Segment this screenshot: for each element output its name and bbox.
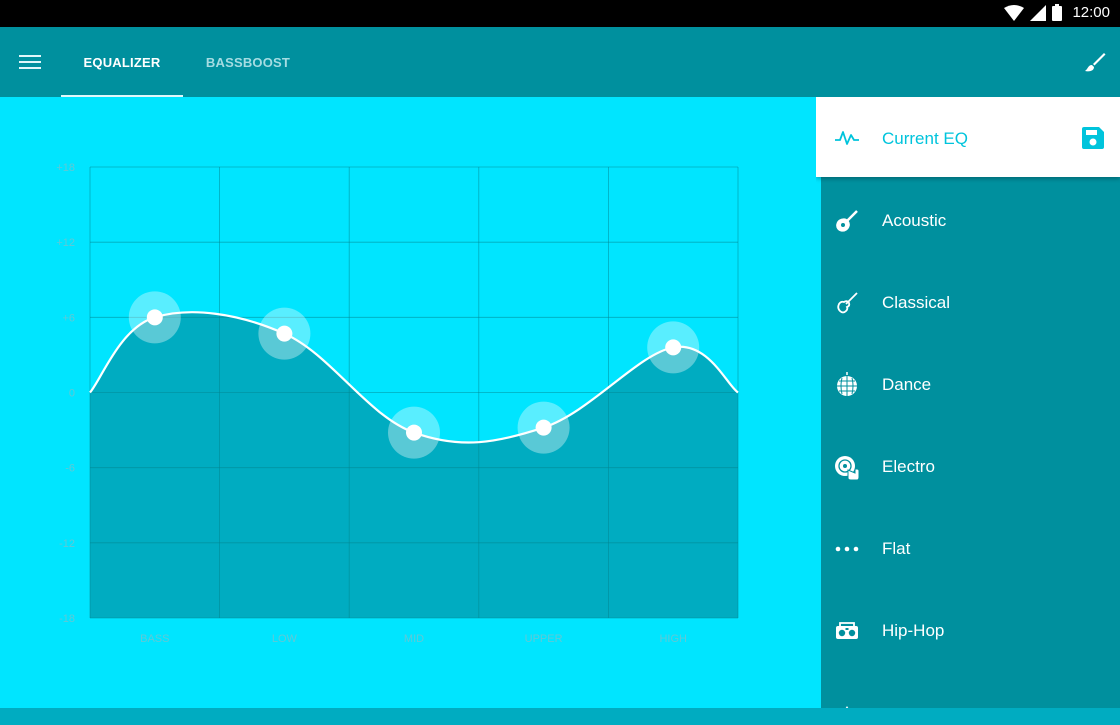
signal-icon	[1030, 4, 1047, 21]
band-handle-knob[interactable]	[535, 419, 552, 436]
paint-brush-icon[interactable]	[1082, 51, 1106, 75]
tab-equalizer-label: EQUALIZER	[83, 54, 161, 70]
preset-item-flat[interactable]: Flat	[816, 507, 1120, 589]
preset-label: Dance	[882, 375, 932, 394]
disco-ball-icon	[837, 372, 857, 396]
y-tick-label: -12	[59, 538, 75, 550]
preset-icon	[845, 706, 849, 708]
current-eq-label: Current EQ	[882, 129, 968, 148]
status-time: 12:00	[1072, 4, 1110, 21]
preset-label: Classical	[882, 293, 951, 312]
save-icon[interactable]	[1082, 127, 1104, 149]
band-label: LOW	[272, 633, 298, 645]
preset-item-classical[interactable]: Classical	[816, 261, 1120, 343]
boombox-icon	[836, 622, 858, 639]
app-toolbar: EQUALIZER BASSBOOST	[0, 27, 1120, 97]
preset-item-partial[interactable]	[816, 671, 1120, 708]
tab-equalizer[interactable]: EQUALIZER	[61, 27, 183, 97]
battery-icon	[1052, 4, 1063, 21]
violin-icon	[837, 292, 858, 314]
band-handle-knob[interactable]	[665, 339, 682, 356]
y-tick-label: -18	[59, 613, 75, 625]
y-tick-label: 0	[69, 388, 75, 400]
equalizer-graph-area: +18 +12 +6 0 -6 -12 -18 BASS LOW MID UPPER HIGH	[0, 97, 816, 708]
equalizer-chart[interactable]: +18 +12 +6 0 -6 -12 -18 BASS LOW MID UPPER HIGH	[0, 97, 816, 708]
band-label: UPPER	[525, 633, 563, 645]
y-tick-label: -6	[65, 463, 75, 475]
y-tick-label: +18	[56, 162, 75, 174]
preset-item-hip-hop[interactable]: Hip-Hop	[816, 589, 1120, 671]
curve-fill	[90, 312, 738, 618]
preset-label: Hip-Hop	[882, 621, 945, 640]
turntable-icon	[835, 456, 860, 480]
preset-item-dance[interactable]: Dance	[816, 343, 1120, 425]
band-handle-knob[interactable]	[406, 424, 422, 441]
preset-label: Electro	[882, 457, 935, 476]
menu-icon[interactable]	[19, 51, 43, 73]
acoustic-guitar-icon	[836, 210, 858, 232]
status-bar: 12:00	[0, 0, 1120, 27]
waveform-icon	[835, 131, 859, 145]
band-label: BASS	[140, 633, 169, 645]
tab-bassboost[interactable]: BASSBOOST	[187, 27, 309, 97]
y-tick-label: +6	[62, 312, 75, 324]
current-eq-item[interactable]: Current EQ	[816, 97, 1120, 177]
band-handle-knob[interactable]	[146, 309, 163, 326]
preset-item-electro[interactable]: Electro	[816, 425, 1120, 507]
y-tick-label: +12	[56, 237, 75, 249]
tab-bassboost-label: BASSBOOST	[205, 54, 291, 70]
band-label: HIGH	[659, 633, 687, 645]
preset-label: Acoustic	[882, 211, 947, 230]
dots-icon	[835, 546, 859, 552]
band-handle-knob[interactable]	[276, 325, 293, 342]
preset-label: Flat	[882, 539, 911, 558]
bottom-bar	[0, 708, 1120, 725]
preset-panel: Current EQ Acoustic Classical	[816, 97, 1120, 708]
wifi-icon	[1004, 4, 1025, 21]
band-label: MID	[404, 633, 424, 645]
preset-item-acoustic[interactable]: Acoustic	[816, 179, 1120, 261]
